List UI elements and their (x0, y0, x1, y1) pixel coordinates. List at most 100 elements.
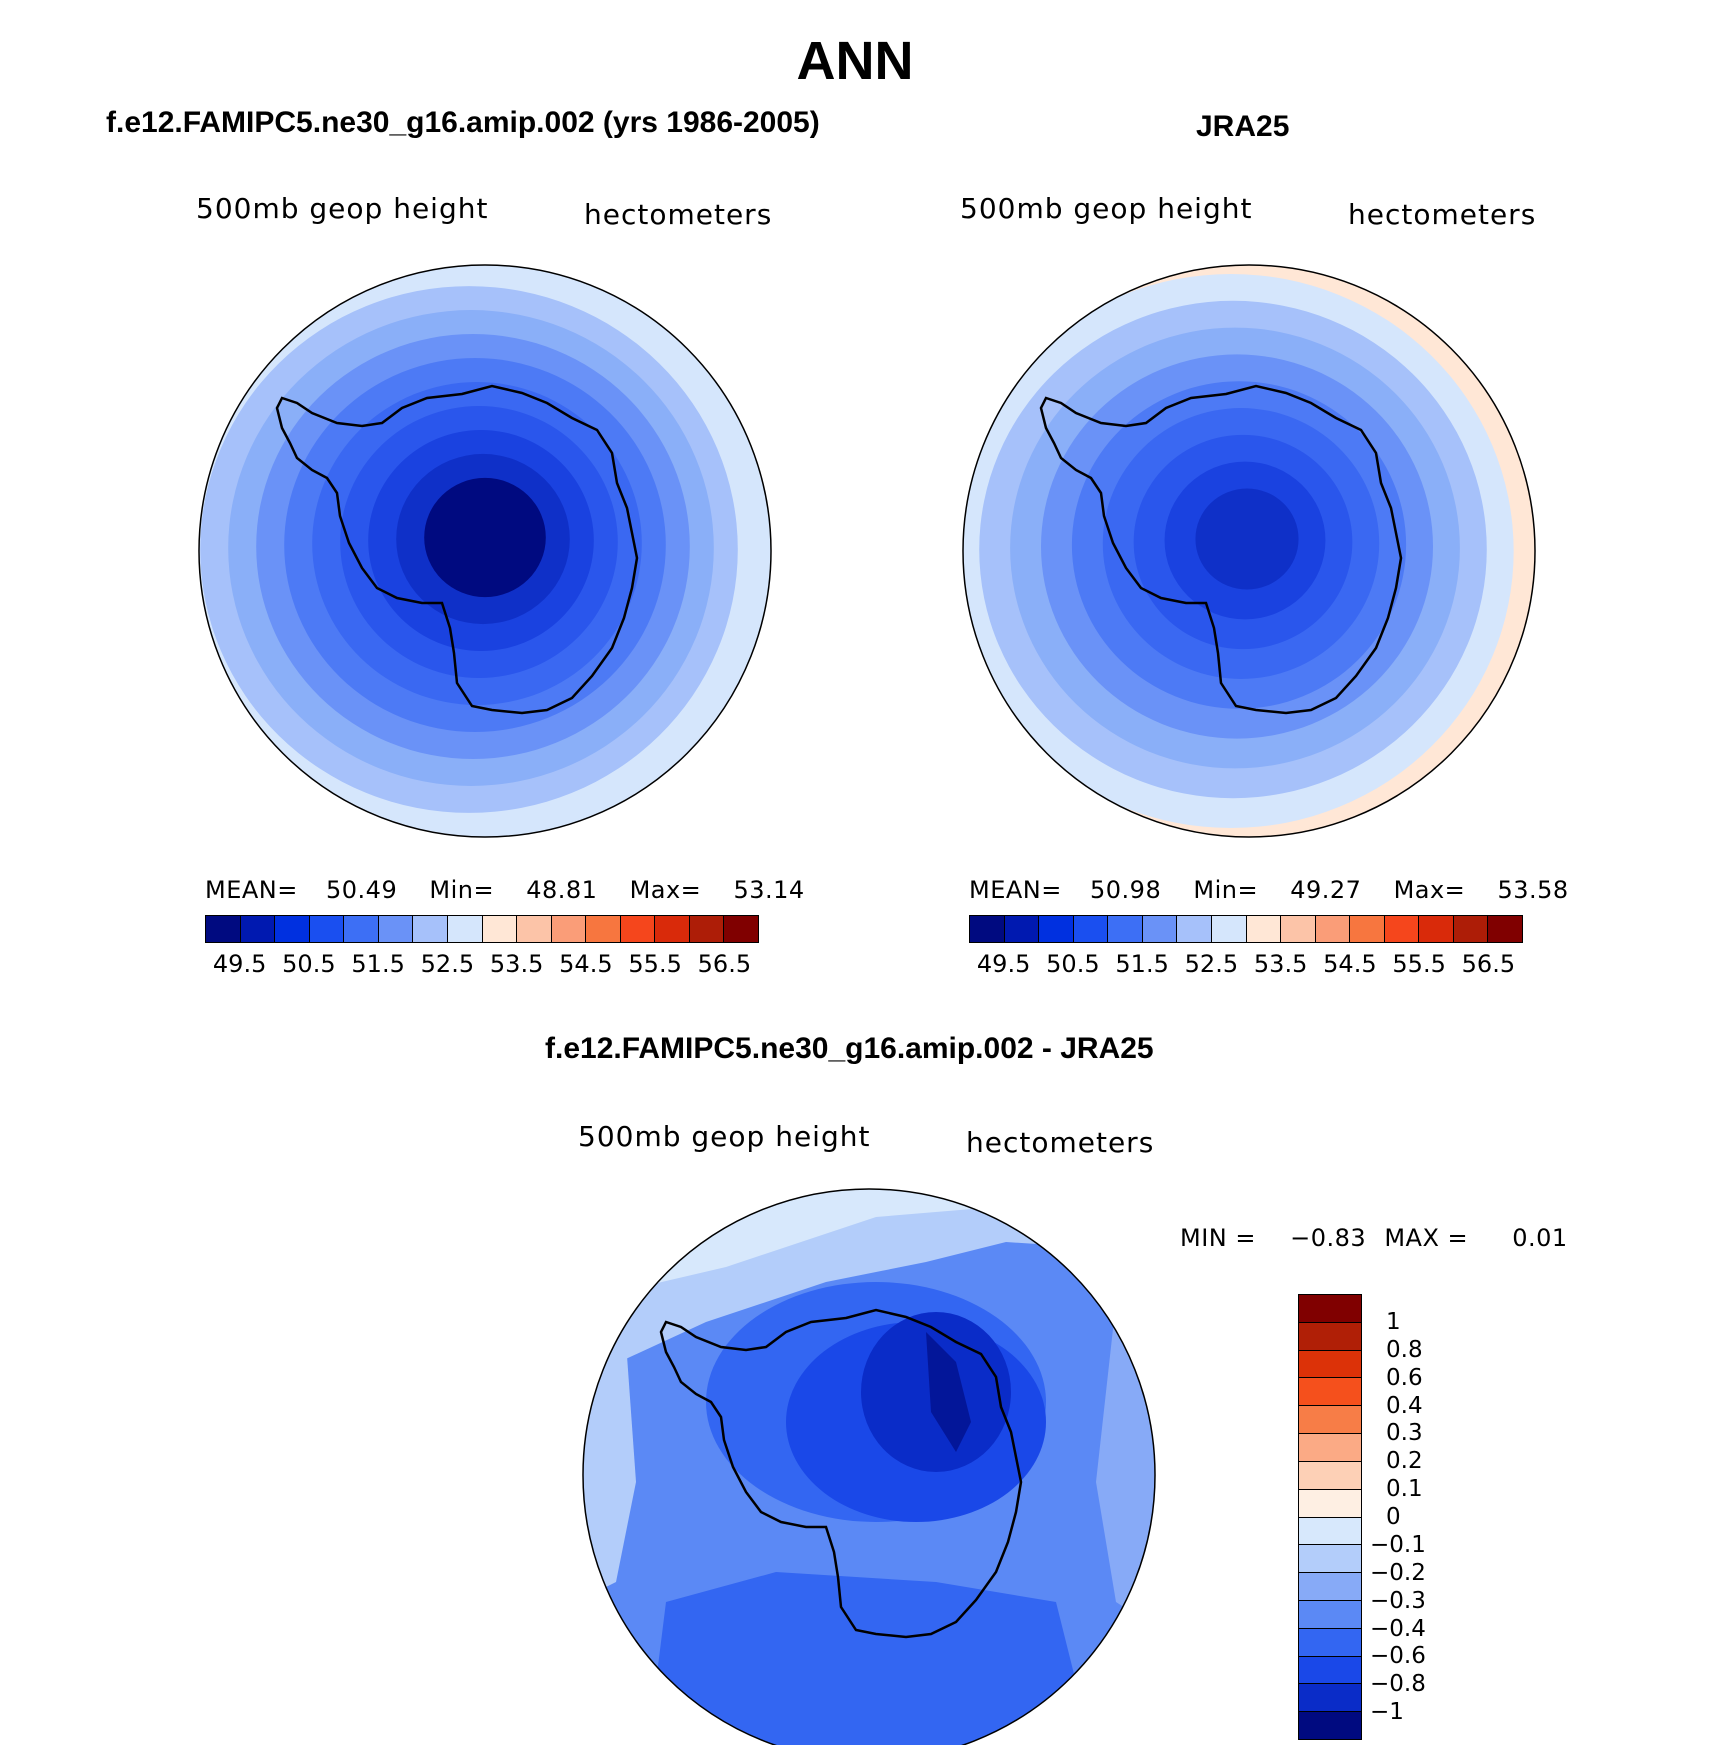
colorbar-swatch (1281, 916, 1316, 942)
colorbar-tick-label: 55.5 (1392, 950, 1446, 978)
colorbar-swatch (1299, 1712, 1361, 1739)
antarctica-coastline (1039, 384, 1403, 715)
obs-max-label: Max= (1393, 876, 1466, 904)
colorbar-swatch (1299, 1628, 1361, 1657)
model-min-label: Min= (429, 876, 495, 904)
colorbar-tick-label: −0.2 (1370, 1559, 1426, 1586)
colorbar-tick-label: 49.5 (212, 950, 267, 978)
diff-min-value: −0.83 (1290, 1224, 1367, 1252)
colorbar-swatch (1004, 916, 1040, 942)
model-polar-map (198, 264, 772, 838)
diff-contour-fill (583, 1189, 1155, 1745)
contour-band (424, 477, 546, 598)
colorbar-swatch (1177, 916, 1212, 942)
colorbar-tick-label: 0.4 (1386, 1392, 1423, 1419)
figure-title: ANN (796, 31, 914, 91)
colorbar-tick-label: 55.5 (628, 950, 682, 978)
model-mean-value: 50.49 (326, 876, 398, 904)
colorbar-swatch (1488, 916, 1522, 942)
obs-panel-title: JRA25 (1196, 110, 1290, 143)
antarctica-coastline (275, 384, 639, 715)
colorbar-swatch (1384, 916, 1420, 942)
obs-polar-map (962, 264, 1536, 838)
model-units-label: hectometers (584, 198, 773, 231)
colorbar-tick-label: −0.1 (1370, 1531, 1426, 1558)
colorbar-swatch (1299, 1295, 1361, 1323)
colorbar-swatch (1350, 916, 1385, 942)
colorbar-tick-label: 0.3 (1386, 1420, 1423, 1447)
diff-polar-map (582, 1188, 1156, 1745)
model-min-value: 48.81 (526, 876, 598, 904)
obs-variable-label: 500mb geop height (960, 192, 1253, 225)
colorbar-tick-label: 56.5 (1461, 950, 1516, 978)
colorbar-swatch (1299, 1434, 1361, 1462)
diff-colorbar (1298, 1294, 1362, 1740)
obs-mean-value: 50.98 (1090, 876, 1162, 904)
colorbar-swatch (1299, 1406, 1361, 1435)
colorbar-swatch (724, 916, 758, 942)
colorbar-swatch (1211, 916, 1247, 942)
colorbar-swatch (586, 916, 621, 942)
colorbar-tick-label: 0.8 (1386, 1336, 1423, 1363)
colorbar-swatch (1142, 916, 1178, 942)
colorbar-swatch (1299, 1322, 1361, 1351)
obs-contour-fill (963, 265, 1535, 837)
obs-colorbar-labels: 49.5 50.5 51.5 52.5 53.5 54.5 55.5 56.5 (969, 950, 1523, 980)
colorbar-tick-label: −0.6 (1370, 1643, 1426, 1670)
colorbar-tick-label: −0.4 (1370, 1615, 1426, 1642)
colorbar-tick-label: 52.5 (420, 950, 475, 978)
colorbar-tick-label: 49.5 (976, 950, 1031, 978)
model-max-label: Max= (629, 876, 702, 904)
diff-variable-label: 500mb geop height (578, 1120, 871, 1153)
colorbar-swatch (1246, 916, 1282, 942)
colorbar-tick-label: 0 (1386, 1504, 1401, 1530)
colorbar-swatch (620, 916, 656, 942)
colorbar-swatch (517, 916, 552, 942)
colorbar-tick-label: 0.1 (1386, 1476, 1423, 1503)
model-panel-title: f.e12.FAMIPC5.ne30_g16.amip.002 (yrs 198… (106, 106, 820, 139)
diff-units-label: hectometers (966, 1126, 1155, 1159)
colorbar-swatch (1299, 1600, 1361, 1629)
diff-panel-title: f.e12.FAMIPC5.ne30_g16.amip.002 - JRA25 (545, 1032, 1154, 1065)
colorbar-tick-label: −0.3 (1370, 1587, 1426, 1614)
obs-units-label: hectometers (1348, 198, 1537, 231)
colorbar-swatch (970, 916, 1005, 942)
colorbar-swatch (1453, 916, 1489, 942)
model-variable-label: 500mb geop height (196, 192, 489, 225)
obs-mean-label: MEAN= (969, 876, 1062, 904)
colorbar-swatch (1299, 1656, 1361, 1685)
obs-min-value: 49.27 (1290, 876, 1362, 904)
obs-stats-line: MEAN= 50.98 Min= 49.27 Max= 53.58 (969, 876, 1569, 904)
colorbar-swatch (447, 916, 483, 942)
colorbar-swatch (309, 916, 345, 942)
colorbar-tick-label: 51.5 (1115, 950, 1169, 978)
colorbar-tick-label: 54.5 (1323, 950, 1377, 978)
colorbar-tick-label: 50.5 (1046, 950, 1100, 978)
antarctica-coastline (659, 1308, 1023, 1639)
obs-min-label: Min= (1193, 876, 1259, 904)
colorbar-tick-label: 52.5 (1184, 950, 1239, 978)
model-colorbar (205, 915, 759, 943)
colorbar-tick-label: 0.6 (1386, 1364, 1423, 1391)
colorbar-swatch (1299, 1489, 1361, 1518)
colorbar-tick-label: −1 (1370, 1699, 1404, 1726)
colorbar-tick-label: 54.5 (559, 950, 613, 978)
colorbar-swatch (1315, 916, 1351, 942)
colorbar-swatch (275, 916, 310, 942)
colorbar-tick-label: 1 (1386, 1308, 1401, 1335)
diff-min-label: MIN = (1180, 1224, 1256, 1252)
colorbar-swatch (1299, 1350, 1361, 1379)
colorbar-tick-label: −0.8 (1370, 1671, 1426, 1698)
colorbar-swatch (482, 916, 518, 942)
model-max-value: 53.14 (733, 876, 805, 904)
colorbar-swatch (1299, 1545, 1361, 1574)
model-colorbar-labels: 49.5 50.5 51.5 52.5 53.5 54.5 55.5 56.5 (205, 950, 759, 980)
diff-max-value: 0.01 (1512, 1224, 1568, 1252)
model-contour-fill (199, 265, 771, 837)
diff-stats-line: MIN = −0.83 MAX = 0.01 (1180, 1224, 1568, 1252)
colorbar-swatch (1108, 916, 1143, 942)
obs-colorbar (969, 915, 1523, 943)
colorbar-swatch (1299, 1573, 1361, 1601)
diff-colorbar-labels: 1 0.8 0.6 0.4 0.3 0.2 0.1 0 −0.1 −0.2 −0.3 −0.4 −0.6… (1370, 1294, 1490, 1740)
colorbar-swatch (378, 916, 414, 942)
